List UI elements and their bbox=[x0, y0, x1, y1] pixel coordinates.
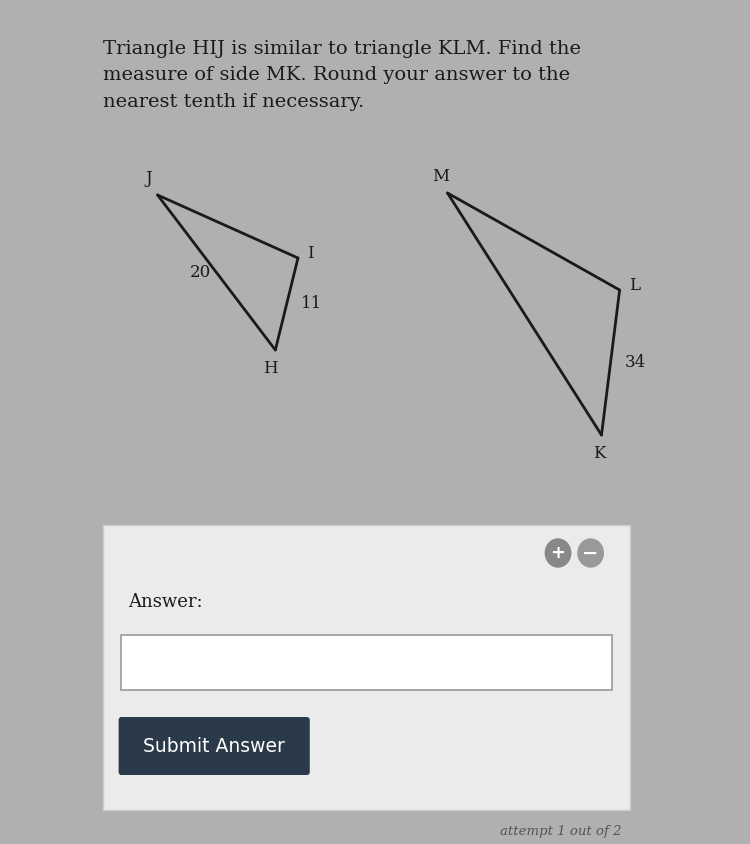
Text: L: L bbox=[628, 277, 640, 294]
Text: M: M bbox=[432, 168, 448, 185]
FancyBboxPatch shape bbox=[104, 525, 631, 810]
FancyBboxPatch shape bbox=[118, 717, 310, 775]
Text: J: J bbox=[146, 170, 152, 187]
Text: Submit Answer: Submit Answer bbox=[143, 737, 285, 755]
Circle shape bbox=[545, 539, 571, 567]
Text: 20: 20 bbox=[190, 264, 211, 281]
Text: H: H bbox=[263, 360, 278, 377]
FancyBboxPatch shape bbox=[122, 635, 612, 690]
Text: Triangle HIJ is similar to triangle KLM. Find the
measure of side MK. Round your: Triangle HIJ is similar to triangle KLM.… bbox=[104, 40, 581, 111]
Circle shape bbox=[578, 539, 603, 567]
Text: +: + bbox=[550, 544, 566, 562]
Text: Answer:: Answer: bbox=[128, 593, 203, 611]
Text: 34: 34 bbox=[625, 354, 646, 371]
Text: attempt 1 out of 2: attempt 1 out of 2 bbox=[500, 825, 622, 838]
Text: −: − bbox=[583, 544, 598, 562]
Text: K: K bbox=[593, 445, 606, 462]
Text: 11: 11 bbox=[302, 295, 322, 312]
Text: I: I bbox=[307, 245, 314, 262]
